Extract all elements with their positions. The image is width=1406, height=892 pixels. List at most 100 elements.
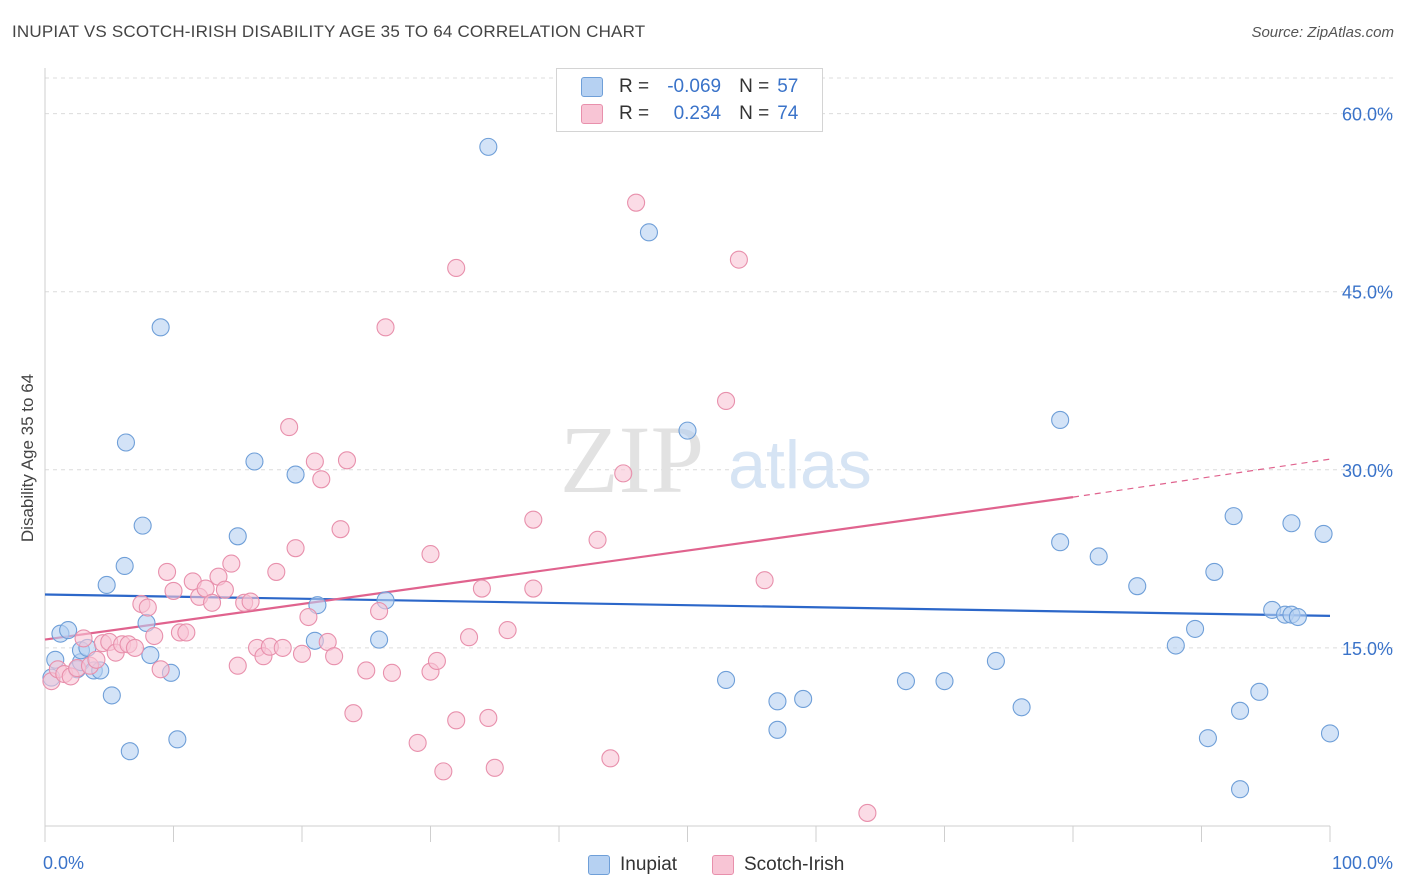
scotch-irish-point	[447, 258, 466, 278]
scotch-irish-point	[434, 762, 453, 781]
inupiat-point	[716, 670, 736, 690]
inupiat-legend-label: Inupiat	[620, 854, 678, 875]
inupiat-point	[168, 730, 187, 749]
chart-title: INUPIAT VS SCOTCH-IRISH DISABILITY AGE 3…	[12, 22, 646, 41]
x-tick-label-max: 100.0%	[1332, 853, 1393, 873]
inupiat-point	[102, 686, 121, 705]
inupiat-point	[1198, 729, 1217, 748]
x-tick-label-min: 0.0%	[43, 853, 84, 873]
inupiat-point	[986, 651, 1005, 671]
scotch-irish-point	[305, 452, 324, 471]
legend-row-inupiat: R = -0.069 N = 57	[581, 75, 798, 99]
scotch-irish-point	[222, 554, 241, 573]
inupiat-point	[116, 433, 136, 452]
scotch-irish-point	[524, 510, 543, 529]
inupiat-point	[768, 720, 787, 739]
data-points	[42, 137, 1340, 822]
scotch-irish-point	[228, 656, 247, 675]
inupiat-point	[370, 630, 389, 649]
inupiat-point	[1282, 514, 1301, 533]
scotch-irish-point	[614, 464, 633, 483]
inupiat-point	[1051, 533, 1070, 552]
scotch-irish-point	[357, 661, 376, 680]
inupiat-point	[1231, 701, 1250, 720]
y-tick-label: 15.0%	[1342, 639, 1393, 659]
scotch-irish-point	[716, 391, 736, 410]
y-tick-label: 30.0%	[1342, 461, 1393, 481]
scotch-irish-point	[138, 598, 157, 617]
scotch-irish-point	[588, 530, 607, 549]
inupiat-point	[479, 137, 498, 156]
scotch-irish-point	[472, 579, 491, 598]
scotch-irish-point	[125, 638, 144, 657]
axes	[44, 68, 1331, 842]
inupiat-point	[286, 465, 305, 484]
scotch-irish-point	[479, 708, 498, 728]
scotch-irish-point	[337, 451, 357, 470]
scotch-irish-point	[498, 621, 517, 640]
scotch-irish-point	[280, 418, 299, 437]
inupiat-point	[151, 318, 170, 337]
inupiat-point	[896, 672, 916, 691]
inupiat-point	[1224, 507, 1243, 526]
scotch-irish-point	[267, 562, 286, 581]
inupiat-point	[1012, 698, 1031, 717]
scotch-irish-point	[755, 571, 774, 590]
scotch-irish-point	[627, 193, 646, 212]
scotch-irish-trend-line	[1072, 458, 1331, 498]
scotch-irish-point	[286, 539, 305, 558]
scotch-irish-point	[729, 250, 748, 269]
inupiat-point	[245, 452, 264, 471]
scotch-irish-point	[459, 628, 479, 647]
inupiat-point	[1166, 636, 1185, 655]
inupiat-point	[228, 527, 247, 546]
inupiat-point	[794, 689, 813, 709]
legend-r-label: R =	[619, 76, 650, 97]
inupiat-point	[133, 516, 152, 535]
legend-n-label: N =	[739, 76, 770, 97]
y-tick-label: 60.0%	[1342, 105, 1393, 125]
scotch-irish-point	[158, 562, 177, 581]
inupiat-legend-swatch	[588, 855, 610, 875]
inupiat-point	[1186, 619, 1205, 638]
legend-r-value: 0.234	[673, 103, 722, 124]
scotch-irish-point	[421, 545, 440, 564]
inupiat-point	[115, 556, 134, 576]
legend-n-value: 57	[777, 76, 799, 97]
scotch-irish-point	[299, 607, 318, 627]
inupiat-point	[639, 223, 659, 242]
scotch-irish-point	[382, 663, 402, 682]
legend-r-label: R =	[619, 103, 650, 124]
scotch-irish-point	[164, 581, 183, 600]
inupiat-point	[1288, 607, 1307, 627]
scotch-irish-point	[331, 520, 350, 539]
inupiat-trend-line	[44, 593, 1331, 617]
scotch-irish-point	[151, 660, 170, 679]
scotch-irish-point	[344, 704, 363, 723]
y-tick-label: 45.0%	[1342, 283, 1393, 303]
inupiat-point	[59, 621, 78, 640]
axis-labels: 15.0% 30.0% 45.0% 60.0% 0.0% 100.0% Disability…	[18, 105, 1393, 873]
scotch-irish-point	[292, 644, 312, 663]
legend-r-value: -0.069	[667, 76, 722, 97]
grid-lines	[45, 77, 1395, 649]
inupiat-point	[97, 575, 116, 595]
bottom-legend-scotch-irish: Scotch-Irish	[712, 852, 844, 878]
inupiat-swatch	[581, 77, 603, 97]
scotch-irish-legend-swatch	[712, 855, 734, 875]
scotch-irish-point	[74, 629, 93, 648]
scotch-irish-point	[273, 638, 292, 657]
inupiat-point	[768, 692, 787, 711]
scotch-irish-point	[601, 749, 620, 768]
watermark-atlas: atlas	[728, 427, 872, 503]
legend-n-value: 74	[777, 103, 799, 124]
inupiat-point	[141, 645, 160, 665]
inupiat-point	[1051, 410, 1070, 429]
inupiat-point	[1231, 780, 1250, 799]
watermark-zip: ZIP	[560, 406, 704, 513]
scotch-irish-point	[325, 647, 344, 666]
scotch-irish-point	[370, 602, 389, 621]
inupiat-point	[1314, 524, 1333, 543]
scotch-irish-trend-line	[44, 496, 1074, 641]
